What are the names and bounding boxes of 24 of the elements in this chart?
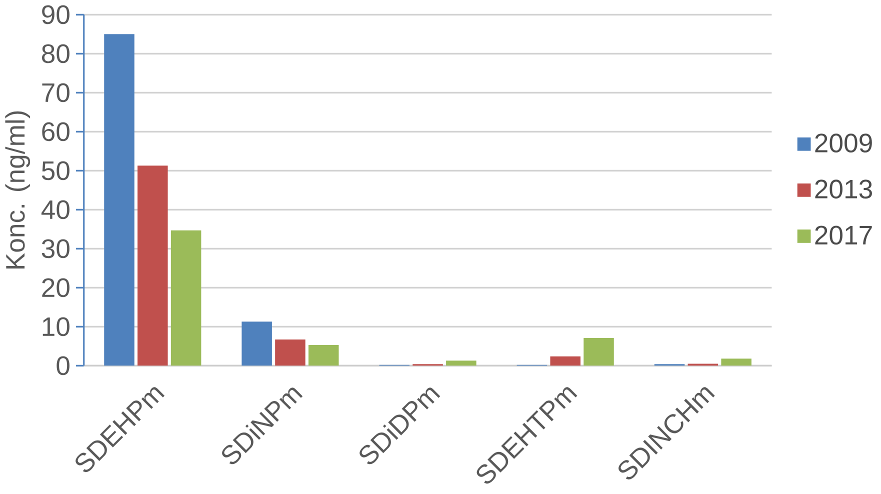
bar	[170, 230, 202, 366]
bar	[446, 360, 476, 366]
bar	[275, 339, 306, 366]
bar	[550, 356, 580, 366]
y-tick-label: 70	[42, 83, 70, 102]
legend-label: 2013	[815, 180, 872, 198]
bar	[138, 165, 168, 366]
bar	[584, 338, 614, 366]
legend-label: 2009	[815, 134, 872, 152]
bar	[308, 344, 339, 366]
bar	[721, 358, 752, 366]
legend-label: 2017	[815, 226, 872, 245]
y-tick-label: 40	[41, 200, 70, 220]
y-tick-label: 10	[42, 317, 70, 336]
y-tick-label: 60	[42, 122, 70, 141]
y-axis-title: Konc. (ng/ml)	[5, 111, 30, 268]
y-tick-label: 90	[42, 5, 70, 24]
y-tick-label: 80	[42, 44, 70, 63]
y-tick-label: 20	[42, 278, 70, 298]
bar	[104, 34, 134, 366]
y-tick-label: 0	[56, 356, 70, 376]
y-tick-label: 30	[42, 239, 70, 258]
y-tick-label: 50	[42, 161, 70, 180]
bar	[242, 322, 272, 366]
